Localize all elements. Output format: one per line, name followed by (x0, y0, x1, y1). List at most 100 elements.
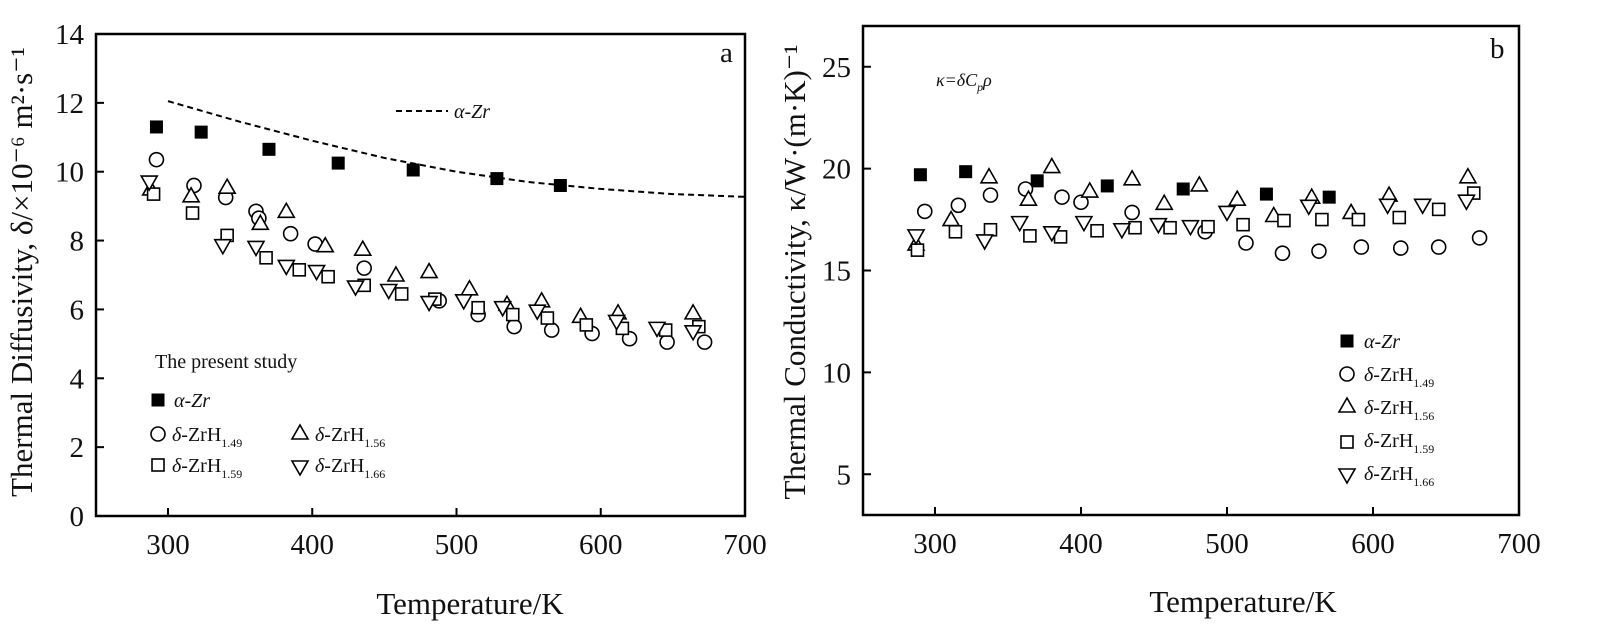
panel-a-letter: a (720, 37, 733, 69)
panel-a-point-d-zrh159-1 (185, 206, 200, 220)
panel-a-point-d-zrh156-2 (217, 177, 237, 195)
panel-b-point-d-zrh159-6 (1128, 220, 1142, 235)
legend-a-zrh149-marker (150, 426, 166, 442)
panel-b-point-d-zrh166-12 (1457, 194, 1476, 211)
panel-b-point-d-zrh156-6 (1122, 169, 1142, 186)
panel-a-axis-ticks: 300 400 500 600 700 0 2 4 6 8 10 12 14 (55, 19, 767, 561)
panel-a-x-tick-label-600: 600 (579, 529, 623, 561)
panel-b-point-d-zrh159-1 (948, 224, 963, 239)
panel-b-axis-ticks: 300 400 500 600 700 5 10 15 20 25 (822, 52, 1541, 560)
panel-b-point-alpha-zr-5 (1259, 187, 1273, 201)
panel-a-point-d-zrh166-7 (419, 295, 439, 313)
panel-b-y-tick-label-10: 10 (822, 357, 851, 389)
panel-b-point-d-zrh159-12 (1351, 212, 1366, 227)
panel-a-y-tick-label-8: 8 (70, 226, 85, 258)
panel-b-point-d-zrh159-5 (1090, 223, 1104, 238)
panel-b-point-d-zrh149-10 (1311, 243, 1327, 259)
panel-b-point-d-zrh166-0 (906, 229, 926, 246)
panel-b-x-tick-label-400: 400 (1059, 528, 1103, 560)
legend-b-zrh166-label: δ-ZrH1.66 (1364, 463, 1434, 489)
panel-b-point-alpha-zr-3 (1100, 179, 1114, 193)
panel-a-point-d-zrh159-3 (259, 250, 273, 265)
panel-b-point-alpha-zr-2 (1030, 174, 1044, 188)
panel-a-plot-frame (94, 32, 747, 518)
legend-a-zrh166-marker (290, 460, 310, 477)
panel-b-point-d-zrh156-2 (979, 167, 999, 184)
panel-b-y-tick-label-20: 20 (822, 154, 851, 186)
panel-b-point-d-zrh159-14 (1431, 202, 1446, 217)
panel-a-point-alpha-zr-0 (149, 120, 163, 134)
panel-a-point-d-zrh166-3 (276, 259, 296, 277)
panel-a-y-axis-label: Thermal Diffusivity, δ/×10⁻⁶ m²·s⁻¹ (4, 47, 39, 497)
panel-b-point-d-zrh159-8 (1201, 219, 1215, 234)
panel-a-y-tick-label-12: 12 (55, 88, 84, 120)
panel-b-point-d-zrh166-2 (1010, 215, 1030, 233)
panel-b-x-axis-label: Temperature/K (1149, 584, 1337, 619)
panel-a-point-d-zrh166-5 (346, 280, 365, 297)
panel-a-point-d-zrh166-11 (607, 314, 626, 332)
panel-a-point-d-zrh166-8 (454, 294, 474, 311)
panel-b-point-d-zrh149-14 (1471, 230, 1488, 246)
panel-a-point-d-zrh156-5 (315, 236, 335, 253)
panel-b-point-alpha-zr-6 (1322, 190, 1336, 204)
panel-b-point-d-zrh166-8 (1217, 205, 1237, 223)
panel-a-point-d-zrh166-4 (307, 264, 326, 282)
panel-a-point-d-zrh156-7 (386, 265, 406, 282)
panel-a-point-d-zrh159-9 (471, 300, 485, 315)
legend-a-zrh166-label: δ-ZrH1.66 (315, 455, 385, 481)
panel-b-y-tick-label-5: 5 (837, 459, 852, 491)
panel-a-point-d-zrh156-3 (250, 213, 270, 231)
panel-a-point-d-zrh159-5 (321, 269, 335, 284)
panel-a-point-d-zrh156-1 (181, 186, 201, 203)
formula-annotation: κ=δCpρ (936, 70, 992, 94)
panel-b-y-tick-label-15: 15 (822, 256, 851, 288)
panel-b-point-alpha-zr-4 (1176, 182, 1190, 196)
panel-a-point-alpha-zr-4 (406, 163, 420, 177)
panel-b-point-d-zrh149-6 (1124, 204, 1140, 221)
panel-b-point-d-zrh159-7 (1163, 220, 1177, 235)
panel-a-point-alpha-zr-6 (553, 178, 567, 192)
panel-a-point-d-zrh166-1 (213, 238, 233, 256)
panel-a-x-tick-label-400: 400 (291, 529, 335, 561)
panel-b-x-tick-label-500: 500 (1205, 528, 1249, 560)
panel-a-point-d-zrh149-0 (148, 151, 165, 168)
panel-a-y-tick-label-10: 10 (55, 157, 84, 189)
panel-a-x-tick-label-300: 300 (146, 529, 190, 561)
panel-a-point-alpha-zr-1 (194, 125, 208, 139)
panel-b-point-d-zrh149-0 (916, 203, 933, 220)
panel-a-point-d-zrh166-10 (527, 304, 547, 321)
legend-a-zrh159-label: δ-ZrH1.59 (172, 455, 242, 481)
legend-b-alpha-zr-label: α-Zr (1364, 331, 1400, 353)
panel-a-point-d-zrh159-0 (146, 187, 161, 201)
panel-a-x-axis-label: Temperature/K (376, 586, 564, 621)
panel-b-x-tick-label-700: 700 (1497, 528, 1541, 560)
panel-a-y-tick-label-6: 6 (70, 294, 85, 326)
panel-b-point-d-zrh166-5 (1112, 222, 1132, 240)
legend-a-zrh159-marker (151, 458, 165, 472)
panel-a-point-d-zrh159-11 (540, 311, 555, 325)
panel-b-point-d-zrh156-3 (1019, 189, 1038, 206)
legend-b-zrh156-marker (1337, 396, 1357, 413)
panel-a-diffusivity: 300 400 500 600 700 0 2 4 6 8 10 12 14 a Temperature… (4, 19, 767, 621)
panel-a-point-d-zrh149-11 (543, 322, 560, 338)
panel-a-point-d-zrh166-2 (246, 240, 266, 258)
legend-a-zrh149-label: δ-ZrH1.49 (172, 424, 242, 450)
panel-b-point-d-zrh166-3 (1042, 226, 1062, 243)
panel-b-point-d-zrh166-4 (1074, 215, 1094, 233)
panel-a-y-tick-label-2: 2 (70, 432, 85, 464)
panel-a-point-d-zrh159-10 (505, 307, 520, 322)
panel-a-point-alpha-zr-2 (262, 142, 276, 156)
panel-b-y-axis-label: Thermal Conductivity, κ/W·(m·K)⁻¹ (777, 44, 812, 499)
panel-b-point-d-zrh149-1 (950, 197, 967, 214)
panel-b-point-d-zrh149-4 (1054, 189, 1070, 205)
panel-b-point-d-zrh156-7 (1154, 193, 1174, 211)
panel-b-point-d-zrh149-13 (1430, 239, 1447, 255)
panel-a-point-d-zrh149-5 (282, 225, 299, 242)
panel-b-point-d-zrh156-9 (1227, 189, 1247, 206)
panel-a-y-tick-label-14: 14 (55, 19, 85, 51)
panel-b-point-d-zrh159-2 (983, 222, 998, 237)
panel-a-point-d-zrh159-12 (579, 318, 594, 332)
panel-b-point-d-zrh166-6 (1149, 217, 1168, 235)
legend-b-zrh159-marker (1340, 435, 1354, 449)
panel-a-point-d-zrh166-9 (493, 300, 513, 318)
